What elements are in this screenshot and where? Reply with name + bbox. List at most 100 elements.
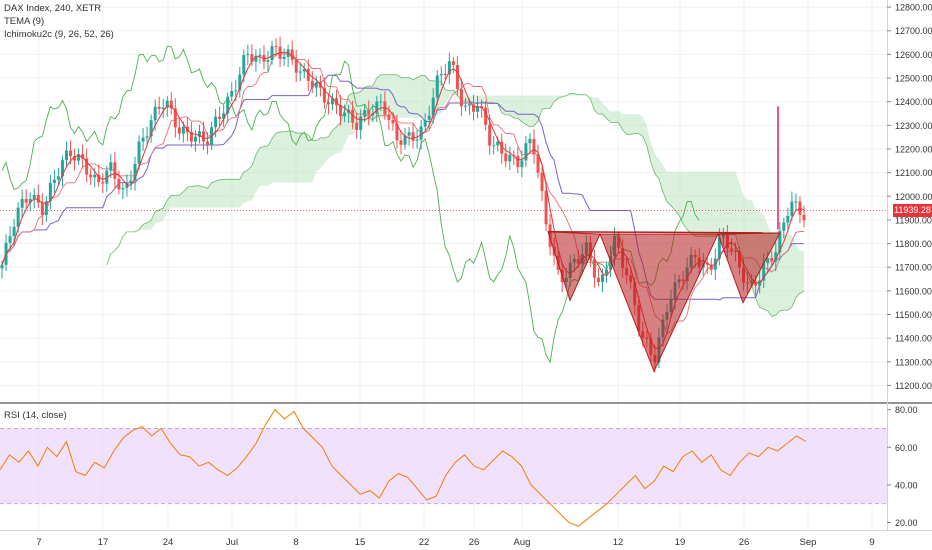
candle-body — [512, 154, 516, 156]
ichimoku-legend[interactable]: Ichimoku2c (9, 26, 52, 26) — [4, 29, 114, 40]
candle-body — [193, 136, 197, 142]
candle-body — [165, 100, 169, 108]
candle-body — [786, 215, 790, 223]
time-tick-label: 22 — [419, 537, 430, 548]
candle-body — [407, 132, 411, 136]
candle-body — [274, 46, 278, 48]
candle-body — [44, 201, 48, 216]
candle-body — [532, 138, 536, 155]
price-tick-label: 12200.00 — [895, 144, 932, 154]
candle-body — [500, 141, 504, 154]
candle-body — [339, 105, 343, 117]
candle-body — [463, 105, 467, 107]
candle-body — [0, 264, 4, 269]
rsi-tick-label: 20.00 — [895, 518, 918, 528]
candle-body — [459, 89, 463, 107]
candle-body — [145, 136, 149, 138]
time-tick-label: 24 — [163, 537, 174, 548]
candle-body — [310, 80, 314, 88]
candle-body — [306, 68, 310, 81]
candle-body — [113, 162, 117, 179]
price-tick-label: 12600.00 — [895, 50, 932, 60]
candle-body — [133, 163, 137, 181]
candle-body — [609, 256, 613, 270]
candle-body — [101, 182, 105, 184]
price-tick-label: 12400.00 — [895, 97, 932, 107]
rsi-line — [0, 408, 807, 527]
time-tick-label: Aug — [514, 537, 531, 548]
candle-body — [439, 74, 443, 76]
candle-body — [302, 68, 306, 72]
candle-body — [375, 101, 379, 114]
price-tick-label: 11400.00 — [895, 334, 932, 344]
candle-body — [330, 98, 334, 105]
candle-body — [488, 124, 492, 146]
rsi-pane: 20.00 40.00 60.00 80.00 — [0, 405, 918, 528]
cloud-fill — [106, 74, 804, 317]
candle-body — [254, 55, 258, 62]
candle-body — [423, 119, 427, 127]
candle-body — [298, 71, 302, 73]
candle-body — [173, 108, 177, 128]
candle-body — [447, 61, 451, 75]
price-tick-label: 12700.00 — [895, 26, 932, 36]
candle-body — [40, 202, 44, 216]
price-tick-label: 11200.00 — [895, 381, 932, 391]
candle-body — [32, 194, 36, 199]
candle-body — [387, 114, 391, 120]
time-tick-label: 19 — [675, 537, 686, 548]
candle-body — [153, 106, 157, 121]
candle-body — [230, 90, 234, 97]
time-tick-label: 9 — [869, 537, 874, 548]
candle-body — [455, 64, 459, 90]
candle-body — [141, 137, 145, 142]
candle-body — [403, 135, 407, 145]
price-tick-label: 11700.00 — [895, 263, 932, 273]
time-tick-label: 7 — [36, 537, 41, 548]
symbol-legend[interactable]: DAX Index, 240, XETR — [4, 3, 102, 14]
candle-body — [56, 176, 60, 180]
candle-body — [28, 198, 32, 203]
candle-body — [8, 236, 12, 243]
rsi-band — [0, 428, 887, 504]
candle-body — [528, 138, 532, 144]
candle-body — [395, 123, 399, 141]
candle-body — [540, 172, 544, 191]
candle-body — [314, 82, 318, 88]
candle-body — [181, 126, 185, 134]
rsi-legend[interactable]: RSI (14, close) — [4, 410, 67, 421]
candle-body — [359, 116, 363, 130]
candle-body — [427, 115, 431, 120]
candle-body — [157, 106, 161, 109]
time-tick-label: 26 — [739, 537, 750, 548]
rsi-tick-label: 40.00 — [895, 480, 918, 490]
time-tick-label: Sep — [800, 537, 817, 548]
candle-body — [117, 178, 121, 190]
candle-body — [770, 258, 774, 262]
candle-body — [492, 145, 496, 147]
candle-body — [484, 107, 488, 125]
time-tick-label: 26 — [469, 537, 480, 548]
candle-body — [415, 139, 419, 141]
candle-body — [36, 194, 40, 203]
candle-body — [20, 198, 24, 208]
candle-body — [411, 132, 415, 141]
candle-body — [238, 74, 242, 91]
price-tick-label: 12300.00 — [895, 121, 932, 131]
time-tick-label: 15 — [355, 537, 366, 548]
candle-body — [197, 131, 201, 137]
candle-body — [790, 201, 794, 216]
candle-body — [189, 132, 193, 142]
candle-body — [64, 150, 68, 161]
candle-body — [169, 100, 173, 109]
candle-body — [290, 49, 294, 60]
candle-body — [214, 116, 218, 128]
candle-body — [592, 259, 596, 278]
candle-body — [379, 101, 383, 103]
candle-body — [516, 155, 520, 168]
candle-body — [137, 141, 141, 164]
candle-body — [109, 162, 113, 171]
candle-body — [177, 127, 181, 134]
tema-legend[interactable]: TEMA (9) — [4, 16, 45, 27]
